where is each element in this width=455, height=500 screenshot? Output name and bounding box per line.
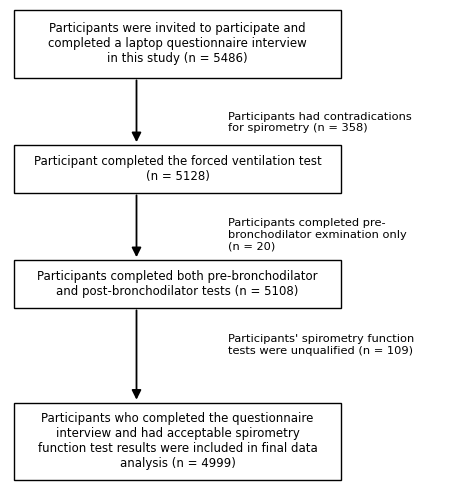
FancyBboxPatch shape — [14, 260, 341, 308]
FancyBboxPatch shape — [14, 145, 341, 192]
Text: Participant completed the forced ventilation test
(n = 5128): Participant completed the forced ventila… — [34, 155, 321, 182]
Text: Participants were invited to participate and
completed a laptop questionnaire in: Participants were invited to participate… — [48, 22, 307, 65]
Text: Participants completed both pre-bronchodilator
and post-bronchodilator tests (n : Participants completed both pre-bronchod… — [37, 270, 318, 297]
Text: Participants had contradications
for spirometry (n = 358): Participants had contradications for spi… — [228, 112, 411, 134]
Text: Participants' spirometry function
tests were unqualified (n = 109): Participants' spirometry function tests … — [228, 334, 414, 356]
Text: Participants who completed the questionnaire
interview and had acceptable spirom: Participants who completed the questionn… — [38, 412, 317, 470]
FancyBboxPatch shape — [14, 10, 341, 78]
FancyBboxPatch shape — [14, 402, 341, 480]
Text: Participants completed pre-
bronchodilator exmination only
(n = 20): Participants completed pre- bronchodilat… — [228, 218, 406, 252]
